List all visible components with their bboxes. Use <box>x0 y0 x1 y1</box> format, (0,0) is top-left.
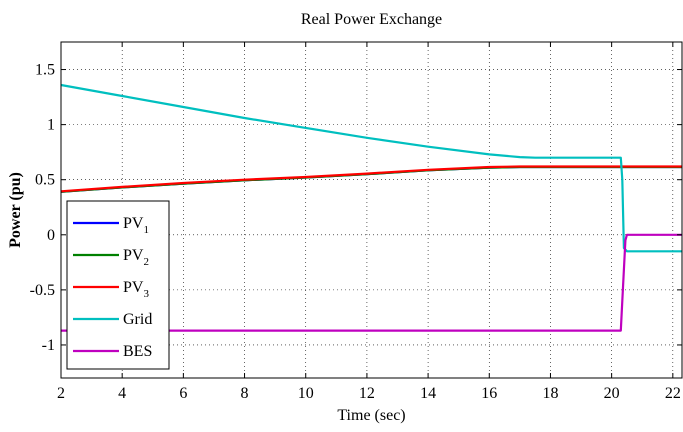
x-tick-label: 6 <box>179 385 187 402</box>
x-tick-label: 16 <box>481 385 497 402</box>
legend-label-name: PV <box>123 247 144 264</box>
x-tick-label: 22 <box>665 385 681 402</box>
legend-label-name: PV <box>123 279 144 296</box>
y-axis-label: Power (pu) <box>7 172 24 248</box>
legend-label-subscript: 3 <box>143 288 149 300</box>
legend-box <box>66 200 170 370</box>
series-line-4 <box>60 83 682 253</box>
legend-label: PV3 <box>123 279 149 300</box>
y-tick-label: 1 <box>47 117 55 134</box>
legend-label-subscript: 1 <box>143 224 149 236</box>
legend-label-subscript: 2 <box>143 256 149 268</box>
chart-title: Real Power Exchange <box>301 11 442 28</box>
x-tick-label: 10 <box>298 385 314 402</box>
legend-label: PV2 <box>123 247 149 268</box>
x-tick-label: 12 <box>359 385 375 402</box>
y-tick-label: 0.5 <box>35 172 55 189</box>
y-tick-label: 0 <box>47 227 55 244</box>
x-axis-label: Time (sec) <box>337 407 405 424</box>
legend-label-name: PV <box>123 215 144 232</box>
x-tick-label: 2 <box>57 385 65 402</box>
x-tick-label: 4 <box>118 385 126 402</box>
legend-label: PV1 <box>123 215 149 236</box>
y-tick-label: 1.5 <box>35 62 55 79</box>
x-tick-label: 14 <box>420 385 436 402</box>
series-line-5 <box>61 233 682 332</box>
legend-label: Grid <box>123 311 152 328</box>
legend-label-name: BES <box>123 343 152 360</box>
series-lines <box>60 83 682 332</box>
x-tick-label: 8 <box>241 385 249 402</box>
y-tick-label: -1 <box>42 337 55 354</box>
x-tick-label: 20 <box>604 385 620 402</box>
y-tick-label: -0.5 <box>30 282 55 299</box>
legend-label: BES <box>123 343 152 360</box>
plot-frame <box>60 41 683 379</box>
series-line-3 <box>60 165 682 193</box>
axis-ticks: 2 4 6 8 10 12 14 16 18 20 22-1-0.500.511.5 <box>30 42 682 402</box>
legend-label-name: Grid <box>123 311 152 328</box>
x-tick-label: 18 <box>542 385 558 402</box>
